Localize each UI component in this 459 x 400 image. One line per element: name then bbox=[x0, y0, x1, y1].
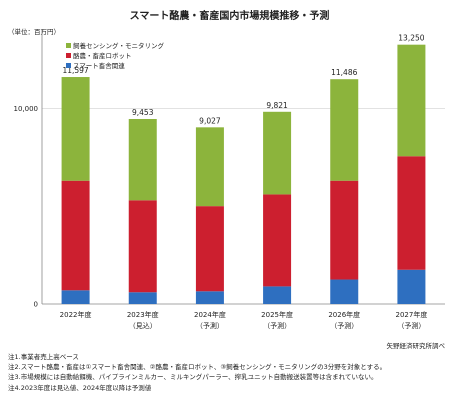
bar-segment bbox=[397, 156, 426, 270]
y-tick-label: 10,000 bbox=[14, 105, 39, 113]
legend-item: 飼養センシング・モニタリング bbox=[66, 40, 164, 50]
x-tick-label: 2023年度 bbox=[127, 310, 159, 319]
x-tick-label: 2022年度 bbox=[60, 310, 92, 319]
legend-label: スマート畜舎関連 bbox=[73, 62, 125, 70]
total-label: 9,453 bbox=[132, 108, 154, 117]
legend-label: 酪農・畜産ロボット bbox=[73, 52, 132, 60]
x-tick-sublabel: （予測） bbox=[196, 321, 224, 330]
x-tick-sublabel: （予測） bbox=[330, 321, 358, 330]
bar-segment bbox=[61, 77, 90, 181]
bar-segment bbox=[263, 194, 292, 287]
stacked-bar-chart: 0 10,000 11,597 2022年度 9,453 2023年度 （見込） 9,027 2… bbox=[14, 30, 445, 330]
total-label: 11,597 bbox=[62, 66, 88, 75]
note-3: 注3.市場規模には自動給餌機、パイプラインミルカー、ミルキングパーラー、搾乳ユニ… bbox=[8, 373, 378, 382]
bar-segment bbox=[195, 127, 224, 207]
legend-swatch bbox=[66, 42, 71, 48]
total-label: 11,486 bbox=[331, 68, 357, 77]
bar-segment bbox=[128, 118, 157, 201]
total-label: 9,821 bbox=[266, 101, 288, 110]
source-label: 矢野経済研究所調べ bbox=[386, 342, 446, 350]
bar-segment bbox=[61, 180, 90, 291]
legend-item: スマート畜舎関連 bbox=[66, 60, 164, 70]
legend-label: 飼養センシング・モニタリング bbox=[73, 42, 164, 50]
total-label: 13,250 bbox=[398, 34, 424, 43]
legend-swatch bbox=[66, 52, 71, 58]
bar-segment bbox=[330, 279, 359, 304]
legend-swatch bbox=[66, 62, 71, 68]
legend-item: 酪農・畜産ロボット bbox=[66, 50, 164, 60]
x-tick-label: 2027年度 bbox=[396, 310, 428, 319]
bar-segment bbox=[61, 290, 90, 304]
chart-title: スマート酪農・畜産国内市場規模推移・予測 bbox=[129, 11, 330, 22]
bar-segment bbox=[397, 269, 426, 304]
x-tick-sublabel: （予測） bbox=[263, 321, 291, 330]
bar-segment bbox=[128, 292, 157, 304]
note-2: 注2.スマート酪農・畜産は①スマート畜舎関連、②酪農・畜産ロボット、③飼養センシ… bbox=[8, 363, 387, 372]
total-label: 9,027 bbox=[199, 116, 221, 125]
bar-segment bbox=[195, 206, 224, 292]
bar-segment bbox=[263, 286, 292, 304]
unit-label: （単位：百万円） bbox=[8, 28, 60, 36]
x-tick-sublabel: （予測） bbox=[397, 321, 425, 330]
x-tick-label: 2024年度 bbox=[194, 310, 226, 319]
bar-segment bbox=[263, 111, 292, 195]
bar-segment bbox=[330, 180, 359, 280]
y-tick-label: 0 bbox=[34, 301, 38, 309]
note-4: 注4.2023年度は見込値、2024年度以降は予測値 bbox=[8, 383, 152, 392]
x-tick-sublabel: （見込） bbox=[129, 321, 157, 330]
bar-segment bbox=[195, 291, 224, 304]
bar-segment bbox=[330, 79, 359, 181]
bar-segment bbox=[128, 200, 157, 293]
notes-block: 注1.事業者売上高ベース 注2.スマート酪農・畜産は①スマート畜舎関連、②酪農・… bbox=[8, 352, 386, 393]
x-tick-label: 2026年度 bbox=[328, 310, 360, 319]
note-1: 注1.事業者売上高ベース bbox=[8, 353, 79, 361]
bar-segment bbox=[397, 44, 426, 157]
x-tick-label: 2025年度 bbox=[261, 310, 293, 319]
chart-legend: 飼養センシング・モニタリング 酪農・畜産ロボット スマート畜舎関連 bbox=[66, 40, 164, 70]
